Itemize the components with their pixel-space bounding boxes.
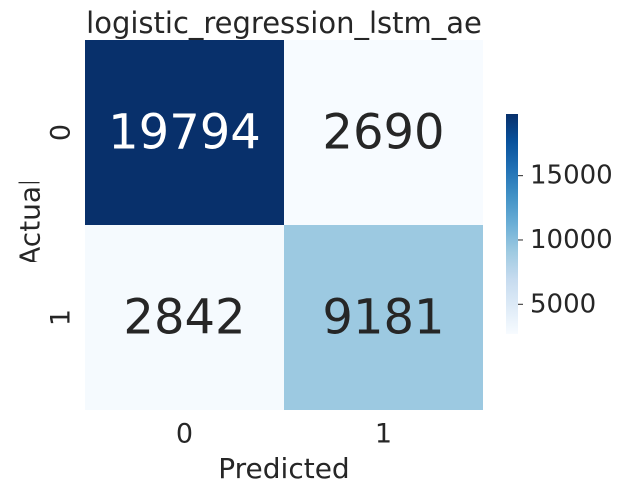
y-axis-label: Actual (14, 182, 47, 262)
heatmap-cell-r0-c0 (85, 40, 284, 225)
heatmap-cell-r0-c1 (284, 40, 483, 225)
y-tick-label: 1 (46, 309, 77, 326)
x-tick-label: 1 (375, 419, 392, 450)
y-tick-label: 0 (46, 124, 77, 141)
colorbar (506, 114, 518, 334)
colorbar-tick-label: 15000 (530, 161, 613, 191)
cell-value-label-r0-c0: 19794 (108, 105, 261, 161)
heatmap-cell-r1-c0 (85, 225, 284, 410)
colorbar-tick-label: 5000 (530, 289, 596, 319)
cell-value-label-r1-c1: 9181 (322, 290, 444, 346)
colorbar-tick-label: 10000 (530, 225, 613, 255)
cell-value-label-r1-c0: 2842 (123, 290, 245, 346)
x-axis-label: Predicted (218, 452, 350, 485)
heatmap-cell-r1-c1 (284, 225, 483, 410)
chart-title: logistic_regression_lstm_ae (86, 6, 482, 40)
cell-value-label-r0-c1: 2690 (322, 105, 444, 161)
y-axis-label-wrap: Actual (14, 182, 47, 262)
x-tick-label: 0 (176, 419, 193, 450)
